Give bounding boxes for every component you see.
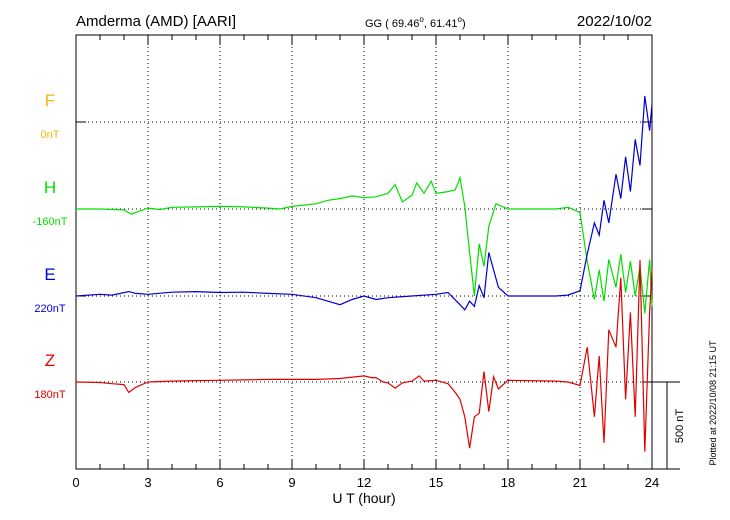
series-line-e	[75, 95, 653, 311]
x-axis-tick-labels: 0 3 6 9 12 15 18 21 24	[72, 475, 659, 490]
series-line-z	[75, 260, 653, 452]
x-tick-label: 15	[429, 475, 443, 490]
station-title: Amderma (AMD) [AARI]	[76, 13, 236, 30]
coordinates-label: GG ( 69.46o, 61.41o)	[365, 15, 466, 30]
series-name-h: H	[44, 178, 56, 197]
plotted-at-label: Plotted at 2022/10/08 21:15 UT	[708, 340, 718, 466]
series-labels: F 0nT H -160nT E 220nT Z 180nT	[33, 91, 68, 401]
x-axis-label: U T (hour)	[332, 490, 395, 506]
x-tick-label: 18	[501, 475, 515, 490]
series-line-h	[76, 175, 653, 314]
date-label: 2022/10/02	[577, 13, 652, 30]
series-baseline-z: 180nT	[34, 389, 65, 401]
scale-bar: 500 nT	[652, 381, 686, 470]
series-baseline-f: 0nT	[41, 129, 60, 141]
series-name-f: F	[45, 91, 55, 110]
series-baseline-e: 220nT	[34, 303, 65, 315]
x-tick-label: 12	[357, 475, 371, 490]
series-group	[75, 95, 653, 452]
x-tick-label: 24	[645, 475, 659, 490]
x-tick-label: 9	[288, 475, 295, 490]
x-tick-label: 21	[573, 475, 587, 490]
x-tick-label: 6	[216, 475, 223, 490]
x-tick-label: 0	[72, 475, 79, 490]
x-tick-label: 3	[144, 475, 151, 490]
series-name-z: Z	[45, 351, 55, 370]
series-name-e: E	[44, 265, 55, 284]
series-baseline-h: -160nT	[33, 216, 68, 228]
scale-bar-label: 500 nT	[674, 409, 686, 444]
grid-lines	[76, 35, 652, 469]
